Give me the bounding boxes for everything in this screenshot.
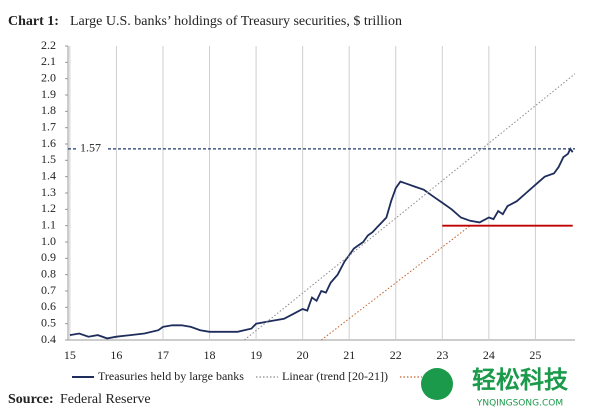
y-tick-label: 0.5 <box>41 315 56 329</box>
x-tick-label: 16 <box>110 348 122 362</box>
y-tick-label: 0.8 <box>41 266 56 280</box>
y-tick-label: 1.3 <box>41 185 56 199</box>
x-tick-label: 20 <box>297 348 309 362</box>
y-tick-label: 1.2 <box>41 201 56 215</box>
x-tick-label: 17 <box>157 348 169 362</box>
y-tick-label: 1.1 <box>41 217 56 231</box>
y-tick-label: 1.8 <box>41 103 56 117</box>
reference-label: 1.57 <box>80 141 101 155</box>
x-tick-label: 22 <box>390 348 402 362</box>
x-tick-label: 25 <box>529 348 541 362</box>
x-tick-label: 19 <box>250 348 262 362</box>
chart-title: Large U.S. banks’ holdings of Treasury s… <box>70 14 402 29</box>
y-tick-label: 1.9 <box>41 87 56 101</box>
y-tick-label: 1.7 <box>41 119 56 133</box>
y-tick-label: 0.7 <box>41 283 56 297</box>
x-tick-label: 15 <box>64 348 76 362</box>
source: Federal Reserve <box>60 392 151 407</box>
watermark-url: YNQINGSONG.COM <box>476 399 563 409</box>
y-tick-label: 2.0 <box>41 70 56 84</box>
chart-title-prefix: Chart 1: <box>8 14 59 29</box>
x-tick-label: 21 <box>343 348 355 362</box>
y-tick-label: 0.4 <box>41 332 56 346</box>
series-line <box>69 147 574 340</box>
y-tick-label: 0.6 <box>41 299 56 313</box>
reference-label-bg <box>78 141 106 156</box>
legend-label: Linear (trend [20-21]) <box>282 369 388 383</box>
y-tick-label: 1.5 <box>41 152 56 166</box>
x-tick-label: 23 <box>436 348 448 362</box>
x-tick-label: 18 <box>204 348 216 362</box>
x-tick-label: 24 <box>483 348 495 362</box>
y-tick-label: 0.9 <box>41 250 56 264</box>
legend-label: Treasuries held by large banks <box>98 369 244 383</box>
watermark: 轻松科技 <box>472 366 569 394</box>
series-line <box>244 73 576 341</box>
y-tick-label: 2.2 <box>41 38 56 52</box>
source-label: Source: <box>8 392 54 407</box>
watermark-logo <box>421 368 453 400</box>
y-tick-label: 1.6 <box>41 136 56 150</box>
y-tick-label: 2.1 <box>41 54 56 68</box>
y-tick-label: 1.4 <box>41 168 56 182</box>
y-tick-label: 1.0 <box>41 234 56 248</box>
